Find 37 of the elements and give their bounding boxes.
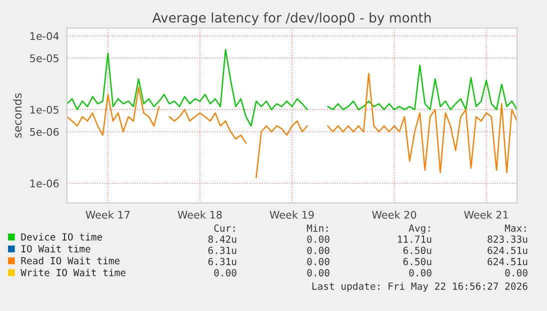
text: Last update: Fri May 22 16:56:27 2026 [312, 282, 528, 292]
text: 6.50u [403, 258, 432, 266]
x-tick-label: Week 21 [464, 210, 508, 219]
text: 0.00 [409, 269, 432, 276]
text: 0.00 [505, 269, 528, 276]
text: 624.51u [488, 246, 528, 254]
text: Min: [306, 224, 328, 232]
text: Avg: [408, 224, 430, 234]
y-tick-label: 1e-06 [30, 180, 59, 188]
x-tick-label: Week 19 [270, 210, 314, 219]
legend-label: Write IO Wait time [20, 268, 126, 276]
text: 0.00 [214, 269, 236, 276]
y-tick-label: 1e-04 [30, 32, 59, 40]
y-tick-label: 5e-05 [30, 54, 58, 62]
text: 11.71u [398, 236, 432, 243]
text: 823.33u [488, 235, 528, 243]
x-tick-label: Week 20 [372, 210, 416, 219]
y-axis-title: seconds [13, 93, 22, 138]
x-tick-label: Week 18 [178, 210, 222, 219]
x-tick-label: Week 17 [86, 210, 130, 219]
text: 0.00 [307, 258, 330, 266]
legend-label: Read IO Wait time [21, 256, 120, 264]
text: 0.00 [307, 246, 330, 254]
text: Cur: [214, 224, 235, 232]
text: 0.00 [307, 235, 330, 243]
y-tick-label: 1e-05 [30, 106, 58, 114]
text: Max: [504, 224, 526, 232]
text: 6.50u [403, 246, 432, 254]
y-tick-label: 5e-06 [30, 128, 59, 136]
text: 8.42u [208, 235, 236, 243]
text: 0.00 [307, 269, 330, 276]
text: 6.31u [208, 246, 236, 254]
chart-title: Average latency for /dev/loop0 - by month [152, 12, 431, 26]
text: 6.31u [208, 258, 236, 266]
text: 624.51u [488, 258, 528, 266]
legend-label: Device IO time [21, 233, 102, 241]
legend-label: IO Wait time [22, 244, 90, 252]
